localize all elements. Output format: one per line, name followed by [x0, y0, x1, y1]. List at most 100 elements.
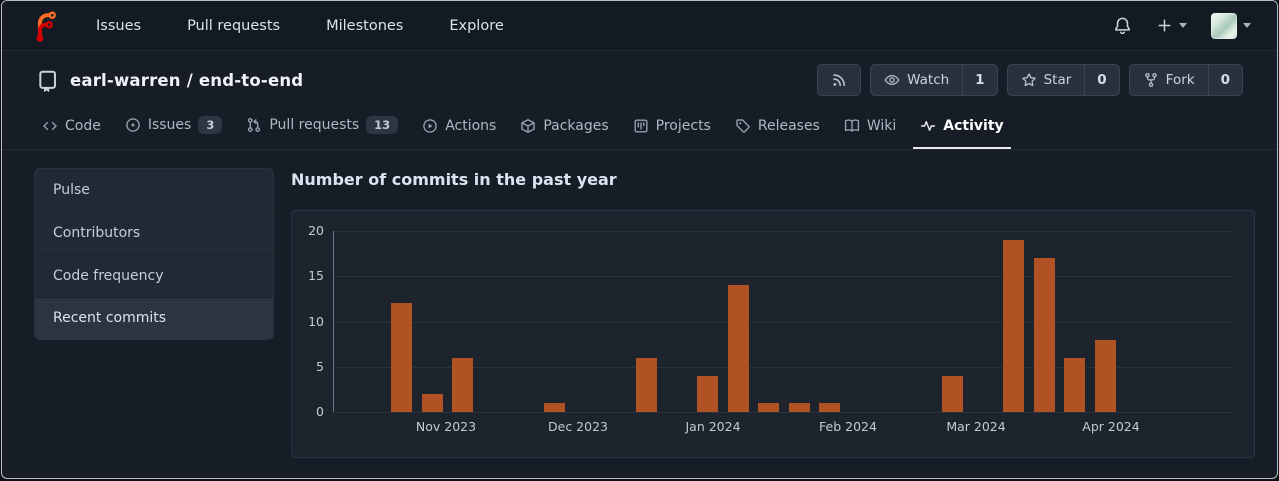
fork-count[interactable]: 0	[1207, 65, 1242, 95]
y-axis-tick-label: 20	[308, 223, 324, 238]
commit-bar[interactable]	[941, 375, 963, 412]
x-axis-tick-label: Feb 2024	[819, 419, 877, 434]
tab-label: Pull requests	[269, 117, 360, 133]
watch-button[interactable]: Watch 1	[870, 64, 998, 96]
rss-icon	[818, 65, 860, 95]
repo-title[interactable]: earl-warren / end-to-end	[70, 70, 304, 90]
tab-packages[interactable]: Packages	[513, 107, 615, 149]
commit-bar[interactable]	[452, 357, 474, 412]
tag-icon	[735, 118, 751, 134]
tab-projects[interactable]: Projects	[626, 107, 718, 149]
create-new-button[interactable]	[1156, 17, 1187, 34]
y-gridline	[333, 412, 1233, 413]
issue-opened-icon	[125, 117, 141, 133]
x-axis-tick-label: Dec 2023	[548, 419, 608, 434]
tab-releases[interactable]: Releases	[728, 107, 827, 149]
commit-bar[interactable]	[391, 303, 412, 412]
y-axis-tick-label: 15	[308, 268, 324, 284]
main-panel: Number of commits in the past year 0 5 10 1…	[291, 168, 1255, 458]
commit-bar[interactable]	[1033, 258, 1055, 412]
commit-bar[interactable]	[758, 402, 780, 412]
forgejo-logo-icon[interactable]	[30, 10, 60, 42]
commit-bar[interactable]	[788, 402, 810, 412]
user-menu-button[interactable]	[1211, 12, 1251, 39]
nav-link-pull-requests[interactable]: Pull requests	[187, 17, 281, 34]
x-axis-tick-label: Nov 2023	[415, 419, 477, 434]
fork-icon	[1144, 72, 1157, 88]
nav-link-issues[interactable]: Issues	[96, 17, 142, 34]
commit-bar[interactable]	[1094, 339, 1116, 412]
commit-bar[interactable]	[727, 285, 749, 412]
commit-bar[interactable]	[819, 402, 841, 412]
page-title: Number of commits in the past year	[291, 170, 617, 189]
top-navbar: Issues Pull requests Milestones Explore	[2, 1, 1277, 51]
commit-bar[interactable]	[544, 402, 565, 412]
repo-icon	[36, 69, 59, 92]
watch-label: Watch	[907, 72, 950, 88]
chevron-down-icon	[1243, 23, 1251, 28]
tab-issues[interactable]: Issues 3	[118, 105, 230, 149]
plus-icon	[1158, 19, 1171, 32]
book-icon	[844, 118, 860, 134]
x-axis-tick-label: Mar 2024	[946, 419, 1006, 434]
tab-label: Projects	[655, 118, 711, 134]
watch-count[interactable]: 1	[962, 65, 996, 95]
y-axis-tick-label: 10	[308, 313, 324, 329]
commit-bar[interactable]	[697, 375, 718, 412]
pull-request-icon	[246, 117, 262, 133]
x-axis-tick-label: Apr 2024	[1082, 419, 1140, 434]
star-icon	[1021, 73, 1036, 87]
content: Pulse Contributors Code frequency Recent co…	[2, 150, 1277, 458]
commit-bar[interactable]	[1064, 357, 1086, 412]
tab-code[interactable]: Code	[35, 107, 108, 149]
repo-tabs: Code Issues 3 Pull requests 13 Actions Package…	[2, 105, 1277, 150]
tab-badge: 3	[198, 116, 223, 134]
fork-label: Fork	[1165, 72, 1195, 88]
tab-wiki[interactable]: Wiki	[837, 107, 903, 149]
tab-label: Issues	[147, 117, 192, 133]
rss-button[interactable]	[817, 64, 862, 96]
tab-label: Wiki	[866, 118, 897, 134]
repo-actions: Watch 1 Star 0 Fo	[817, 64, 1243, 96]
tab-badge: 13	[366, 116, 399, 134]
y-gridline	[333, 231, 1233, 232]
nav-link-explore[interactable]: Explore	[449, 17, 504, 34]
tab-pull-requests[interactable]: Pull requests 13	[239, 105, 405, 149]
tab-activity[interactable]: Activity	[913, 107, 1011, 149]
y-gridline	[333, 321, 1233, 323]
eye-icon	[884, 74, 900, 86]
commit-bar[interactable]	[1003, 240, 1024, 412]
nav-right	[1113, 12, 1251, 39]
sidebar-item-pulse[interactable]: Pulse	[53, 182, 90, 199]
fork-button[interactable]: Fork 0	[1128, 64, 1243, 96]
star-label: Star	[1043, 72, 1072, 88]
commits-bar-chart: 0 5 10 15 20 Nov 2023 Dec 2023 Jan 2024 Feb 2024…	[291, 210, 1255, 458]
sidebar-item-contributors[interactable]: Contributors	[35, 211, 273, 255]
star-button[interactable]: Star 0	[1006, 64, 1120, 96]
star-count[interactable]: 0	[1084, 65, 1118, 95]
tab-label: Activity	[943, 118, 1004, 134]
pulse-icon	[920, 118, 936, 134]
tab-label: Packages	[543, 118, 609, 134]
sidebar-item-recent-commits[interactable]: Recent commits	[35, 296, 273, 339]
y-axis-tick-label: 5	[316, 358, 324, 374]
avatar	[1211, 12, 1237, 39]
sidebar-item-code-frequency[interactable]: Code frequency	[35, 254, 273, 297]
tab-actions[interactable]: Actions	[415, 107, 503, 149]
commit-bar[interactable]	[635, 357, 657, 412]
notifications-bell-icon[interactable]	[1113, 16, 1132, 35]
code-icon	[42, 118, 58, 134]
nav-links: Issues Pull requests Milestones Explore	[96, 18, 504, 34]
nav-link-milestones[interactable]: Milestones	[326, 17, 404, 34]
y-gridline	[333, 276, 1233, 278]
y-axis-tick-label: 0	[316, 404, 324, 419]
tab-label: Releases	[757, 118, 820, 134]
commit-bar[interactable]	[421, 393, 443, 412]
tab-label: Code	[65, 118, 101, 134]
y-gridline	[333, 366, 1233, 368]
project-board-icon	[633, 118, 649, 134]
tab-label: Actions	[445, 118, 497, 134]
play-circle-icon	[422, 118, 438, 134]
repo-header: earl-warren / end-to-end Watch	[2, 51, 1277, 105]
